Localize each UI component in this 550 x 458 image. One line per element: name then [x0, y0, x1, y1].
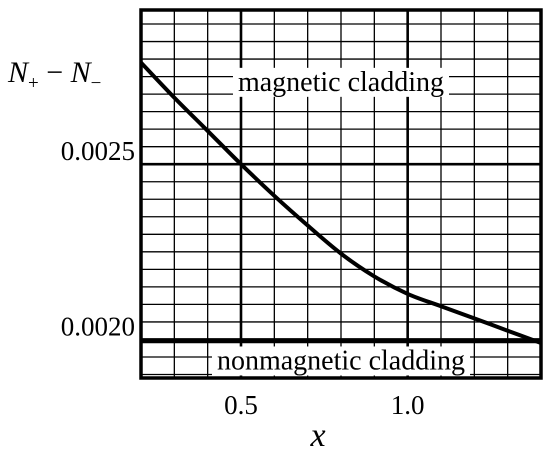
tick-labels: 0.5 1.0 0.0025 0.0020	[61, 136, 425, 420]
y-label-sub-1: +	[28, 73, 39, 94]
annotation-label: magnetic cladding	[238, 67, 444, 98]
y-axis-label: N+ − N−	[7, 56, 101, 94]
x-tick-label: 1.0	[391, 390, 425, 420]
x-axis-label: x	[309, 417, 325, 454]
x-tick-label: 0.5	[224, 390, 258, 420]
annotation-background	[211, 346, 471, 376]
y-label-minus: −	[39, 56, 71, 89]
annotation-group: nonmagnetic cladding	[211, 345, 471, 376]
y-label-base-2: N	[70, 56, 93, 89]
series-line-magnetic	[139, 61, 542, 345]
y-tick-label: 0.0020	[61, 311, 135, 341]
y-label-sub-2: −	[91, 73, 102, 94]
y-label-base-1: N	[7, 56, 30, 89]
annotation-group: magnetic cladding	[232, 67, 450, 98]
annotation-background	[232, 67, 450, 97]
series-layer	[139, 61, 542, 345]
plot-frame	[139, 8, 543, 380]
annotation-label: nonmagnetic cladding	[217, 345, 465, 376]
y-tick-label: 0.0025	[61, 136, 135, 166]
annotations: magnetic cladding nonmagnetic cladding	[211, 67, 471, 376]
